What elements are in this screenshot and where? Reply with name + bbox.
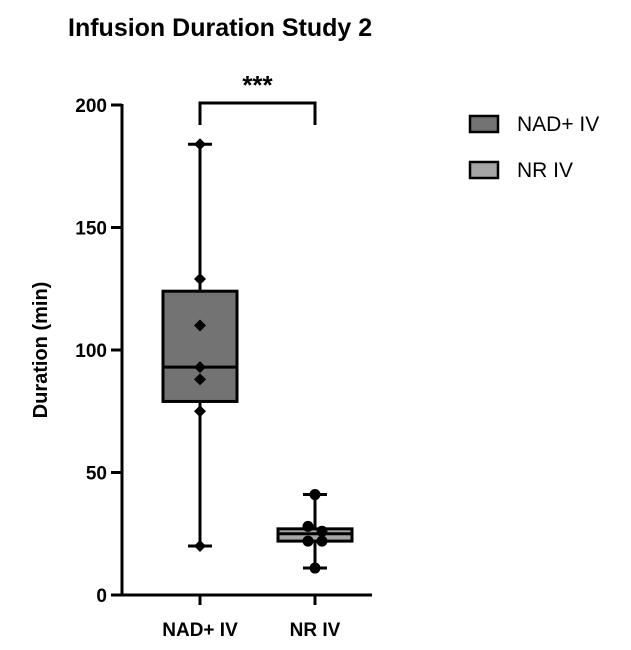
data-point [309, 489, 321, 501]
data-point [194, 319, 206, 332]
significance-bracket [198, 101, 317, 125]
data-point [194, 361, 206, 374]
data-point [194, 540, 206, 552]
data-point [316, 525, 328, 537]
significance-label: *** [242, 70, 273, 100]
data-point [194, 272, 206, 285]
y-tick-label: 200 [75, 96, 107, 117]
data-point [302, 535, 314, 547]
data-point [309, 562, 321, 574]
x-tick-label: NR IV [290, 620, 341, 641]
data-point [302, 520, 314, 532]
y-tick-label: 50 [86, 464, 107, 485]
y-tick-label: 100 [75, 341, 107, 362]
x-tick-label: NAD+ IV [162, 620, 238, 641]
data-point [194, 405, 206, 418]
data-point [316, 535, 328, 547]
y-tick-label: 0 [96, 586, 107, 607]
legend-swatch [468, 160, 500, 180]
legend-label: NAD+ IV [517, 113, 599, 136]
data-point [194, 138, 206, 151]
y-tick-label: 150 [75, 219, 107, 240]
chart-title: Infusion Duration Study 2 [68, 14, 373, 42]
y-axis-title: Duration (min) [30, 282, 52, 419]
data-point [194, 373, 206, 386]
legend-label: NR IV [517, 159, 573, 182]
legend-swatch [468, 114, 500, 134]
